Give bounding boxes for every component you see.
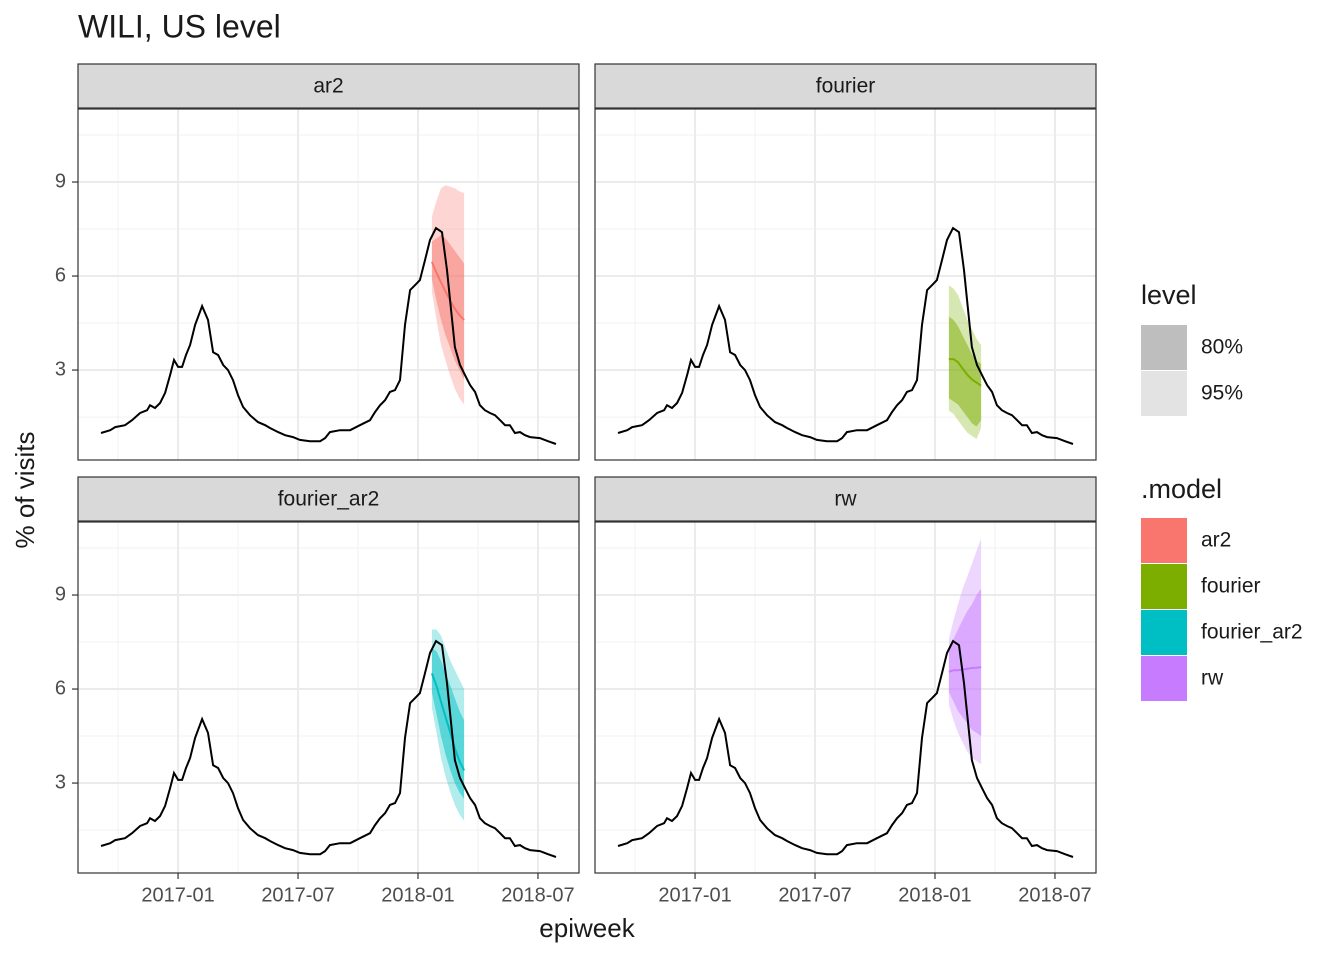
panel-border	[594, 108, 1097, 461]
legend-swatch	[1141, 610, 1187, 655]
strip-label: rw	[834, 488, 857, 511]
observed-line	[617, 639, 1074, 858]
x-tick-label: 2018-07	[1018, 884, 1091, 906]
x-axis-label: epiweek	[539, 913, 635, 943]
legend-title: level	[1141, 280, 1197, 310]
legend-entry: fourier	[1201, 575, 1261, 598]
strip	[77, 476, 580, 522]
chart-title: WILI, US level	[78, 8, 281, 44]
y-tick-label: 3	[55, 358, 66, 380]
y-tick-label: 9	[55, 170, 66, 192]
x-tick-label: 2018-01	[898, 884, 971, 906]
legend-swatch	[1141, 518, 1187, 563]
y-tick-label: 6	[55, 264, 66, 286]
x-tick-label: 2017-07	[261, 884, 334, 906]
legend-entry: rw	[1201, 667, 1224, 690]
y-axis-label: % of visits	[10, 431, 40, 548]
strip-label: fourier	[816, 75, 876, 98]
panel-border	[594, 521, 1097, 874]
legend-title: .model	[1141, 474, 1222, 504]
y-tick-label: 9	[55, 583, 66, 605]
forecast-mean	[948, 666, 982, 673]
legend-entry: 80%	[1201, 336, 1243, 359]
forecast-mean	[430, 673, 465, 771]
band-80	[431, 235, 465, 380]
x-tick-label: 2017-01	[141, 884, 214, 906]
forecast-mean	[948, 358, 982, 387]
forecast-mean	[430, 261, 465, 321]
observed-line	[617, 226, 1074, 445]
x-tick-label: 2018-07	[501, 884, 574, 906]
panel-border	[77, 108, 580, 461]
legend-swatch	[1141, 656, 1187, 701]
legend-swatch	[1141, 325, 1187, 370]
strip	[594, 476, 1097, 522]
strip	[594, 63, 1097, 109]
legend-entry: 95%	[1201, 382, 1243, 405]
observed-line	[100, 226, 557, 445]
legend-swatch	[1141, 564, 1187, 609]
x-tick-label: 2017-07	[778, 884, 851, 906]
band-80	[948, 588, 982, 736]
strip-label: ar2	[313, 75, 343, 98]
y-tick-label: 3	[55, 771, 66, 793]
strip-label: fourier_ar2	[278, 488, 380, 511]
legend-entry: fourier_ar2	[1201, 621, 1303, 644]
strip	[77, 63, 580, 109]
x-tick-label: 2018-01	[381, 884, 454, 906]
legend-entry: ar2	[1201, 529, 1231, 552]
y-tick-label: 6	[55, 677, 66, 699]
panel-border	[77, 521, 580, 874]
legend-swatch	[1141, 371, 1187, 416]
observed-line	[100, 639, 557, 858]
x-tick-label: 2017-01	[658, 884, 731, 906]
